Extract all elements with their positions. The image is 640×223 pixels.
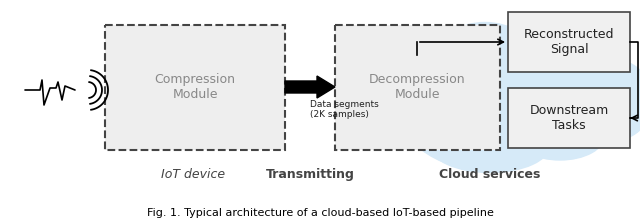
Text: IoT device: IoT device <box>161 168 225 181</box>
FancyBboxPatch shape <box>508 12 630 72</box>
Text: Reconstructed
Signal: Reconstructed Signal <box>524 28 614 56</box>
Ellipse shape <box>495 20 605 100</box>
Ellipse shape <box>385 43 455 97</box>
Ellipse shape <box>430 118 550 173</box>
Ellipse shape <box>395 30 575 170</box>
Ellipse shape <box>438 23 532 87</box>
FancyBboxPatch shape <box>335 25 500 150</box>
Text: Compression
Module: Compression Module <box>154 74 236 101</box>
Ellipse shape <box>365 65 455 145</box>
FancyBboxPatch shape <box>508 88 630 148</box>
Ellipse shape <box>515 110 605 160</box>
Text: Fig. 1. Typical architecture of a cloud-based IoT-based pipeline: Fig. 1. Typical architecture of a cloud-… <box>147 208 493 218</box>
Text: Transmitting: Transmitting <box>266 168 355 181</box>
Text: Cloud services: Cloud services <box>439 168 541 181</box>
FancyBboxPatch shape <box>105 25 285 150</box>
Text: Data segments
(2K samples): Data segments (2K samples) <box>310 100 379 119</box>
Text: Downstream
Tasks: Downstream Tasks <box>529 104 609 132</box>
Ellipse shape <box>577 60 640 140</box>
FancyArrow shape <box>285 76 335 98</box>
Text: Decompression
Module: Decompression Module <box>369 74 466 101</box>
